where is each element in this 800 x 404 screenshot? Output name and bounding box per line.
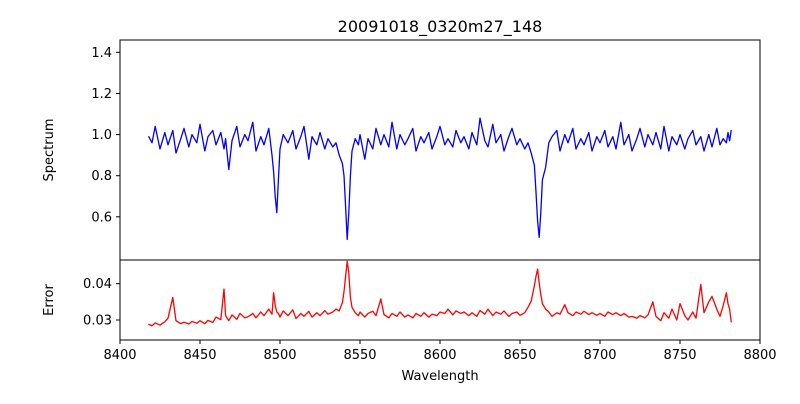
x-tick-label: 8750 (663, 348, 696, 363)
spectrum-series (148, 117, 732, 241)
spectrum-y-axis: 0.6 0.8 1.0 1.2 1.4 (91, 46, 120, 225)
chart-title: 20091018_0320m27_148 (338, 17, 543, 37)
spectrum-y-axis-label: Spectrum (42, 119, 57, 182)
spectrum-y-tick-label: 0.6 (91, 210, 112, 225)
x-tick-label: 8800 (743, 348, 776, 363)
x-tick-label: 8450 (183, 348, 216, 363)
error-line (148, 260, 732, 327)
error-series (148, 260, 732, 327)
spectrum-y-tick-label: 0.8 (91, 169, 112, 184)
x-tick-label: 8400 (103, 348, 136, 363)
error-y-axis: 0.03 0.04 (83, 277, 120, 329)
spectrum-y-tick-label: 1.4 (91, 46, 112, 61)
x-tick-label: 8500 (263, 348, 296, 363)
x-tick-label: 8600 (423, 348, 456, 363)
error-y-tick-label: 0.03 (83, 314, 112, 329)
error-y-axis-label: Error (42, 284, 57, 316)
error-y-tick-label: 0.04 (83, 277, 112, 292)
spectrum-y-tick-label: 1.0 (91, 128, 112, 143)
error-panel: 0.03 0.04 Error (42, 259, 761, 341)
x-tick-label: 8700 (583, 348, 616, 363)
x-axis: 8400 8450 8500 8550 8600 8650 8700 8750 8800 (103, 340, 777, 363)
spectrum-line (148, 117, 732, 241)
x-tick-label: 8650 (503, 348, 536, 363)
x-axis-label: Wavelength (401, 369, 478, 384)
spectrum-y-tick-label: 1.2 (91, 87, 112, 102)
x-tick-label: 8550 (343, 348, 376, 363)
